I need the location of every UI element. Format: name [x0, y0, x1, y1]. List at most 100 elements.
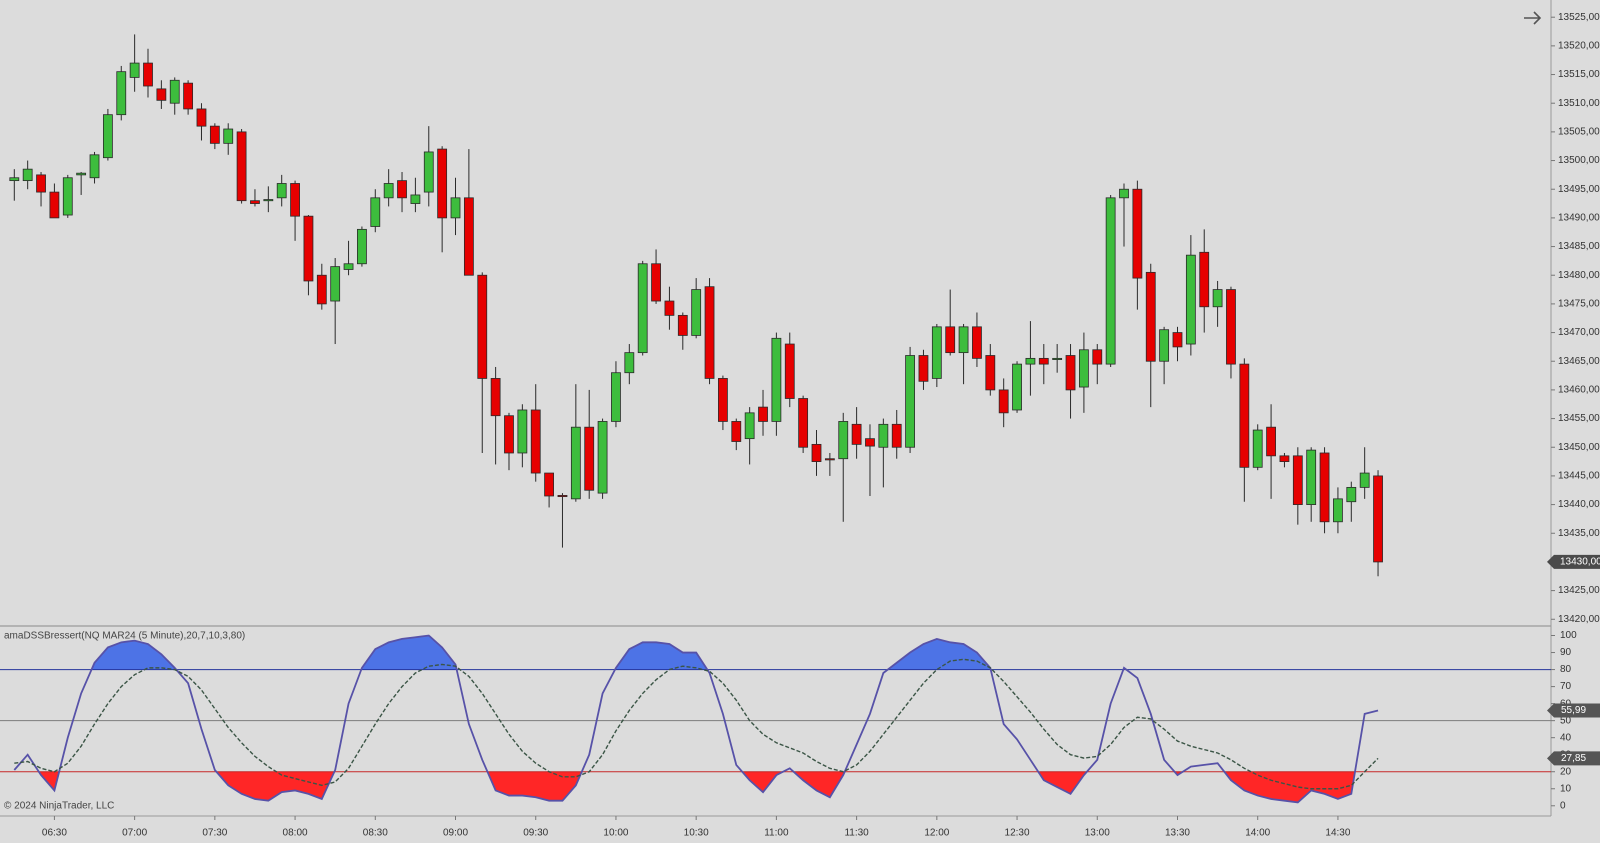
candle-body — [1226, 289, 1236, 365]
candle-body — [463, 197, 474, 276]
candle-body — [624, 352, 635, 374]
candle-body — [370, 197, 381, 227]
candle-body — [851, 423, 862, 445]
x-tick-label: 11:00 — [764, 828, 789, 839]
last-value-marker — [1547, 751, 1600, 766]
candle-body — [89, 154, 100, 179]
candle-body — [129, 62, 140, 78]
candle-body — [276, 183, 287, 199]
scroll-arrow-icon[interactable] — [1524, 11, 1542, 25]
candle-body — [584, 426, 595, 491]
candle-body — [223, 128, 234, 144]
candle-body — [691, 289, 702, 336]
candle-body — [824, 458, 835, 461]
candle-body — [1359, 472, 1370, 488]
y-tick-label: 13515,00 — [1558, 69, 1600, 80]
x-tick-label: 13:30 — [1165, 828, 1190, 839]
x-tick-label: 09:30 — [523, 828, 548, 839]
candle-body — [784, 343, 795, 399]
candle-body — [410, 194, 421, 204]
candle-body — [597, 421, 608, 494]
candle-body — [611, 372, 621, 422]
candle-body — [62, 177, 73, 216]
x-tick-label: 07:00 — [122, 828, 147, 839]
candle-body — [316, 274, 327, 305]
candle-body — [811, 443, 822, 462]
x-tick-label: 11:30 — [844, 828, 869, 839]
y-tick-label: 13425,00 — [1558, 585, 1600, 596]
y-tick-label: 20 — [1560, 766, 1572, 777]
candle-body — [236, 131, 247, 202]
x-tick-label: 12:30 — [1005, 828, 1030, 839]
candle-body — [290, 183, 300, 217]
candle-body — [1105, 197, 1116, 365]
candle-body — [798, 398, 809, 448]
y-tick-label: 13480,00 — [1558, 270, 1600, 281]
y-tick-label: 13470,00 — [1558, 327, 1600, 338]
candle-body — [22, 168, 33, 182]
candle-body — [1038, 357, 1049, 365]
candle-body — [1333, 498, 1343, 523]
candle-body — [1346, 486, 1357, 503]
candle-body — [209, 125, 220, 144]
indicator-title: amaDSSBressert(NQ MAR24 (5 Minute),20,7,… — [4, 631, 245, 642]
level-fill — [14, 771, 1379, 803]
candle-body — [1252, 429, 1263, 468]
candle-body — [891, 423, 902, 448]
candle-body — [1012, 363, 1022, 411]
y-tick-label: 13440,00 — [1558, 499, 1600, 510]
candle-body — [1145, 271, 1156, 362]
candle-body — [156, 88, 167, 101]
y-tick-label: 80 — [1560, 664, 1572, 675]
dss-line — [13, 634, 1379, 804]
y-tick-label: 13455,00 — [1558, 413, 1600, 424]
candle-body — [530, 409, 541, 474]
y-tick-label: 10 — [1560, 783, 1572, 794]
candle-body — [330, 266, 341, 302]
candle-body — [651, 263, 661, 302]
candle-body — [865, 438, 875, 447]
y-tick-label: 70 — [1560, 681, 1572, 692]
candle-body — [357, 228, 367, 265]
last-value-marker — [1547, 703, 1600, 718]
y-tick-label: 13445,00 — [1558, 471, 1600, 482]
level-fill — [91, 635, 1127, 670]
candle-body — [758, 406, 768, 422]
y-tick-label: 13490,00 — [1558, 213, 1600, 224]
candle-body — [343, 263, 354, 270]
candle-body — [664, 300, 675, 316]
candle-body — [76, 172, 87, 176]
y-tick-label: 13475,00 — [1558, 299, 1600, 310]
candle-body — [504, 415, 514, 454]
candle-body — [196, 108, 207, 127]
last-price-marker — [1547, 554, 1600, 569]
candle-body — [1119, 188, 1129, 199]
candle-body — [972, 326, 982, 359]
y-tick-label: 13465,00 — [1558, 356, 1600, 367]
last-price-label: 13430,00 — [1560, 557, 1600, 568]
candle-body — [397, 180, 407, 199]
y-tick-label: 40 — [1560, 732, 1572, 743]
candle-body — [490, 378, 501, 417]
candle-body — [945, 326, 956, 354]
x-tick-label: 14:30 — [1325, 828, 1350, 839]
candle-body — [718, 378, 728, 422]
x-tick-label: 07:30 — [202, 828, 227, 839]
candle-body — [1172, 332, 1183, 348]
candle-body — [931, 326, 942, 379]
candle-body — [905, 355, 915, 448]
y-tick-label: 13510,00 — [1558, 98, 1600, 109]
candle-body — [637, 263, 648, 354]
candle-body — [9, 177, 20, 182]
y-tick-label: 13520,00 — [1558, 41, 1600, 52]
y-tick-label: 13420,00 — [1558, 614, 1600, 625]
candle-body — [1185, 254, 1196, 345]
x-tick-label: 09:00 — [443, 828, 468, 839]
candle-body — [102, 114, 113, 159]
y-tick-label: 13460,00 — [1558, 385, 1600, 396]
y-tick-label: 13495,00 — [1558, 184, 1600, 195]
candle-body — [998, 389, 1009, 414]
x-tick-label: 10:00 — [603, 828, 628, 839]
candle-body — [570, 426, 581, 500]
candle-body — [677, 314, 688, 336]
